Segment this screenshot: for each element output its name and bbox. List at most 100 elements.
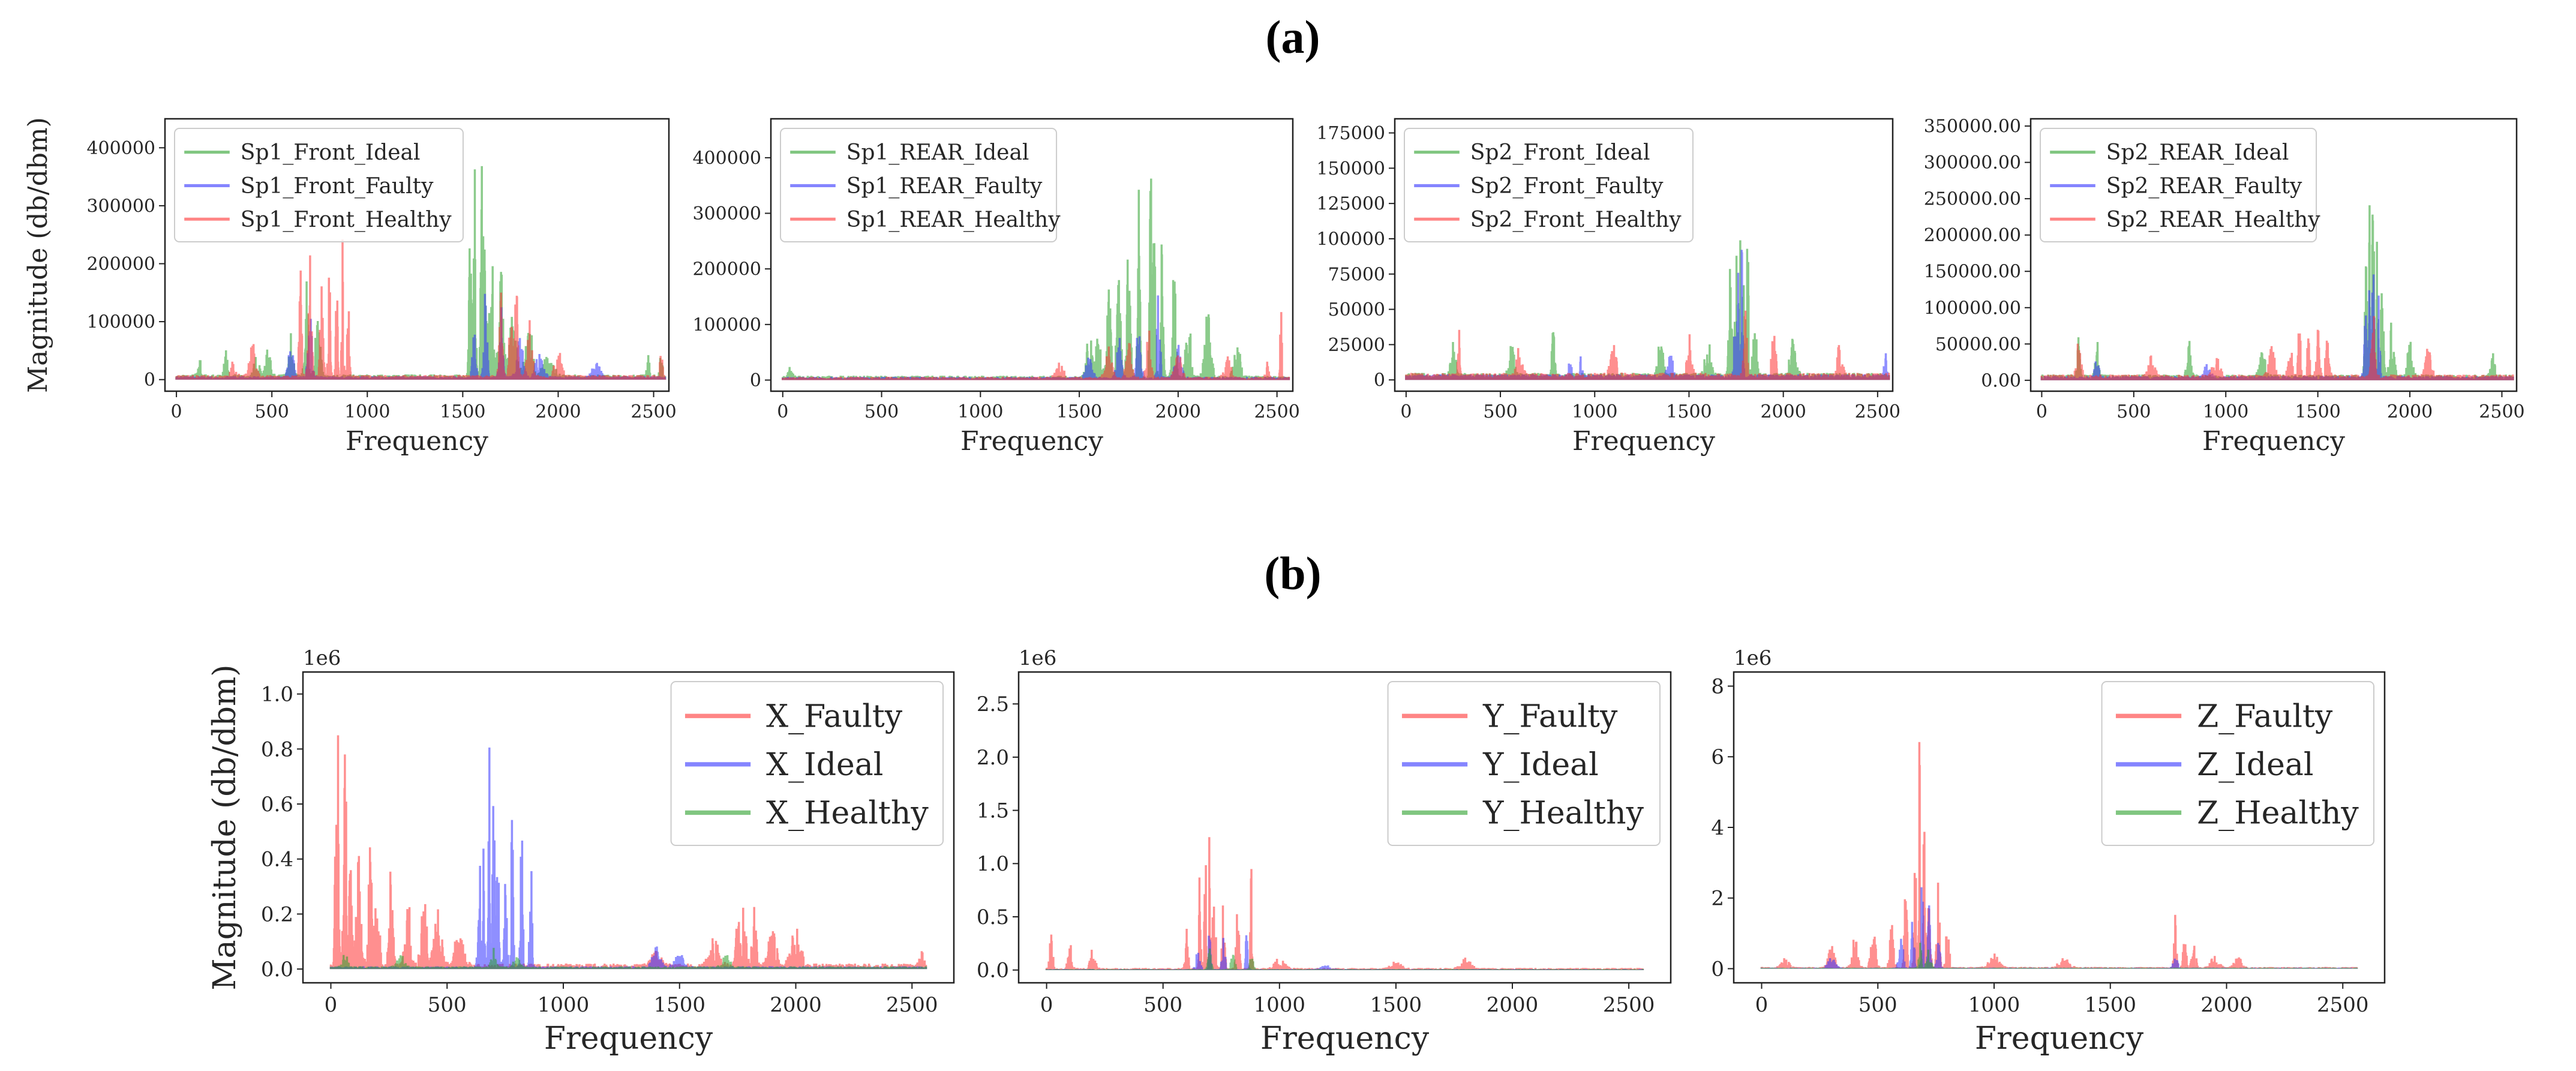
legend-box (2040, 128, 2317, 242)
legend-entry: Sp2_REAR_Faulty (2106, 174, 2302, 199)
legend-box (1387, 681, 1661, 846)
x-tick-label: 1500 (1370, 993, 1422, 1017)
axes-frame (302, 671, 955, 984)
legend: Z_Faulty Z_Ideal Z_Healthy (2101, 681, 2375, 846)
legend-box (2101, 681, 2375, 846)
y-tick-label: 1.5 (977, 799, 1009, 823)
series-line-sp2-rear-healthy (2040, 316, 2514, 380)
x-tick-label: 1000 (957, 401, 1003, 422)
y-tick-label: 25000 (1328, 335, 1385, 356)
x-axis-title: Frequency (960, 426, 1103, 457)
series-line-z-ideal (1760, 887, 2358, 969)
y-offset-label: 1e6 (1734, 646, 1772, 670)
y-tick-label: 100000.00 (1924, 298, 2021, 319)
y-tick-label: 200000.00 (1924, 225, 2021, 246)
axes-frame (164, 118, 670, 392)
series-line-y-ideal (1045, 935, 1644, 970)
x-axis-title: Frequency (1260, 1021, 1430, 1057)
legend: Sp1_Front_Ideal Sp1_Front_Faulty Sp1_Front… (174, 128, 464, 242)
legend-entry: Sp2_Front_Faulty (1470, 174, 1664, 199)
x-tick-label: 1500 (2084, 993, 2136, 1017)
legend-entry: Sp2_Front_Healthy (1470, 208, 1682, 232)
x-tick-label: 1000 (2203, 401, 2248, 422)
legend-entry: Sp2_REAR_Ideal (2106, 140, 2289, 165)
y-tick-label: 175000 (1316, 123, 1385, 144)
x-tick-label: 2500 (2479, 401, 2524, 422)
y-tick-label: 6 (1711, 745, 1724, 769)
series-line-y-faulty (1045, 837, 1644, 970)
x-tick-label: 0 (1400, 401, 1412, 422)
x-tick-label: 2000 (2200, 993, 2253, 1017)
series-line-sp1-front-healthy (175, 239, 666, 380)
legend: Sp1_REAR_Ideal Sp1_REAR_Faulty Sp1_REAR_He… (780, 128, 1061, 242)
series-line-sp1-rear-healthy (782, 312, 1290, 380)
x-axis-title: Frequency (2202, 426, 2345, 457)
y-tick-label: 100000 (86, 312, 155, 333)
chart-y-axis: 0 500 1000 1500 2000 2500 0.0 0.5 1.0 1.5 2.0 2.5 1e… (977, 646, 1672, 1057)
legend-entry: Sp1_REAR_Ideal (846, 140, 1029, 165)
legend-box (1404, 128, 1694, 242)
x-tick-label: 2500 (1855, 401, 1901, 422)
y-tick-label: 300000 (86, 196, 155, 217)
x-tick-label: 0 (777, 401, 788, 422)
y-tick-label: 0.5 (977, 905, 1009, 929)
x-tick-label: 2000 (770, 993, 822, 1017)
y-axis-title: Magnitude (db/dbm) (207, 664, 243, 990)
y-offset-label: 1e6 (303, 646, 341, 670)
y-tick-label: 0.8 (261, 737, 293, 761)
x-tick-label: 500 (1143, 993, 1182, 1017)
series-line-z-healthy (1760, 943, 2358, 969)
x-tick-label: 2000 (1760, 401, 1806, 422)
y-tick-label: 100000 (692, 314, 761, 335)
y-axis-title: Magnitude (db/dbm) (23, 117, 53, 393)
x-tick-label: 500 (428, 993, 467, 1017)
legend-entry: Y_Faulty (1482, 698, 1618, 734)
y-tick-label: 250000.00 (1924, 189, 2021, 210)
legend-entry: Z_Faulty (2197, 698, 2333, 734)
y-tick-label: 0.4 (261, 848, 293, 872)
series-line-x-healthy (329, 947, 927, 970)
x-tick-label: 0 (1755, 993, 1769, 1017)
y-tick-label: 400000 (86, 138, 155, 159)
legend-entry: Sp1_REAR_Faulty (846, 174, 1043, 199)
x-axis-title: Frequency (1975, 1021, 2144, 1057)
y-offset-label: 1e6 (1019, 646, 1056, 670)
legend-entry: Sp1_REAR_Healthy (846, 208, 1061, 232)
legend-entry: Y_Healthy (1482, 796, 1644, 832)
x-tick-label: 2500 (1603, 993, 1655, 1017)
y-tick-label: 200000 (86, 254, 155, 275)
y-tick-label: 0.2 (261, 902, 293, 926)
y-tick-label: 0.0 (261, 958, 293, 982)
y-tick-label: 100000 (1316, 229, 1385, 250)
x-tick-label: 500 (864, 401, 899, 422)
chart-sp2-rear: 0 500 1000 1500 2000 2500 0.00 50000.00 100000.0… (1924, 116, 2525, 457)
x-tick-label: 1500 (440, 401, 485, 422)
series-line-sp2-front-faulty (1405, 250, 1890, 380)
x-tick-label: 1000 (1572, 401, 1617, 422)
x-tick-label: 2500 (631, 401, 676, 422)
legend-entry: X_Faulty (766, 698, 903, 734)
chart-x-axis: 0 500 1000 1500 2000 2500 0.0 0.2 0.4 0.6 0.8 1.0 1e… (207, 646, 955, 1057)
x-tick-label: 0 (2036, 401, 2047, 422)
x-tick-label: 2500 (2317, 993, 2369, 1017)
x-tick-label: 500 (1859, 993, 1898, 1017)
x-tick-label: 2000 (1155, 401, 1201, 422)
chart-sp2-front: 0 500 1000 1500 2000 250002500050000750001000… (1316, 118, 1901, 457)
y-tick-label: 0.0 (977, 959, 1009, 983)
chart-z-axis: 0 500 1000 1500 2000 2500 0 2 4 6 8 1e6 Frequency Z_F… (1711, 646, 2386, 1057)
x-tick-label: 1500 (653, 993, 705, 1017)
panel-label-a: (a) (1266, 11, 1320, 63)
legend-entry: X_Ideal (766, 747, 883, 783)
axes-frame (770, 118, 1294, 392)
series-line-sp2-front-healthy (1405, 310, 1890, 380)
x-tick-label: 1500 (2295, 401, 2340, 422)
x-tick-label: 2000 (535, 401, 581, 422)
y-tick-label: 1.0 (261, 683, 293, 707)
x-axis-title: Frequency (1572, 426, 1715, 457)
legend-entry: Z_Healthy (2197, 796, 2359, 832)
legend-box (670, 681, 944, 846)
y-tick-label: 0 (750, 370, 761, 391)
x-tick-label: 2500 (886, 993, 938, 1017)
x-tick-label: 500 (1483, 401, 1517, 422)
